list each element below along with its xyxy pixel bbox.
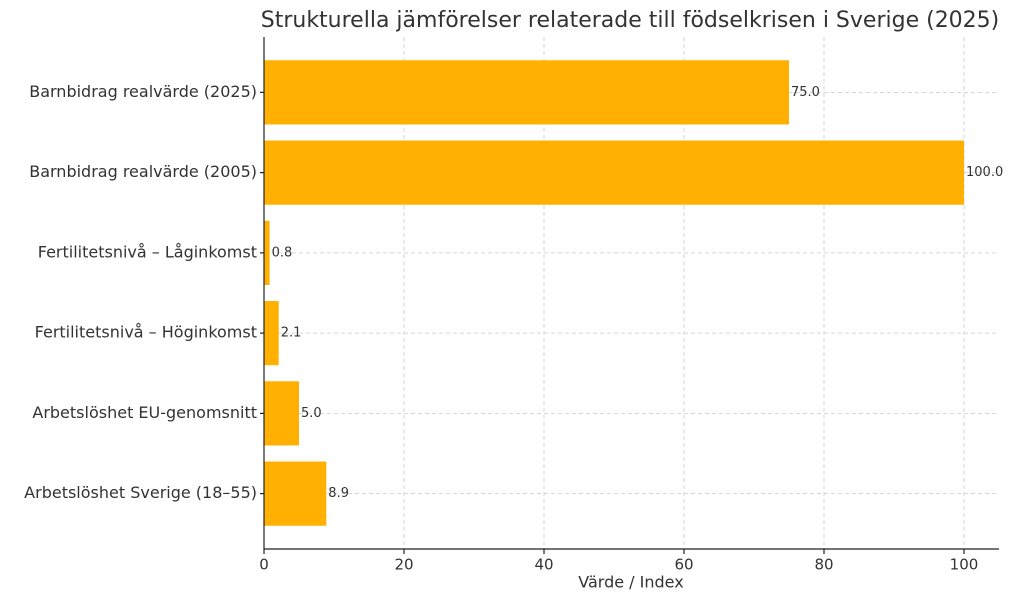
y-tick-label: Barnbidrag realvärde (2025) — [29, 82, 257, 101]
bar — [264, 381, 299, 446]
y-tick-label: Arbetslöshet Sverige (18–55) — [24, 483, 257, 502]
bar — [264, 461, 327, 526]
value-label: 0.8 — [272, 245, 293, 260]
bar — [264, 220, 270, 285]
x-tick-label: 80 — [814, 556, 833, 574]
y-tick-label: Arbetslöshet EU-genomsnitt — [32, 403, 257, 422]
x-tick-label: 20 — [394, 556, 413, 574]
x-tick-label: 40 — [534, 556, 553, 574]
x-tick-label: 0 — [259, 556, 269, 574]
bar — [264, 140, 964, 205]
value-label: 8.9 — [328, 486, 349, 501]
y-tick-label: Barnbidrag realvärde (2005) — [29, 162, 257, 181]
x-tick-label: 60 — [674, 556, 693, 574]
y-tick-label: Fertilitetsnivå – Höginkomst — [35, 323, 257, 342]
value-label: 5.0 — [301, 406, 322, 421]
x-tick-label: 100 — [950, 556, 979, 574]
value-label: 100.0 — [966, 165, 1003, 180]
value-label: 2.1 — [281, 326, 302, 341]
value-label: 75.0 — [791, 85, 820, 100]
bar — [264, 60, 789, 125]
x-axis-label: Värde / Index — [578, 573, 683, 592]
y-tick-label: Fertilitetsnivå – Låginkomst — [38, 242, 257, 261]
chart-title: Strukturella jämförelser relaterade till… — [261, 8, 1000, 33]
bar — [264, 301, 279, 366]
